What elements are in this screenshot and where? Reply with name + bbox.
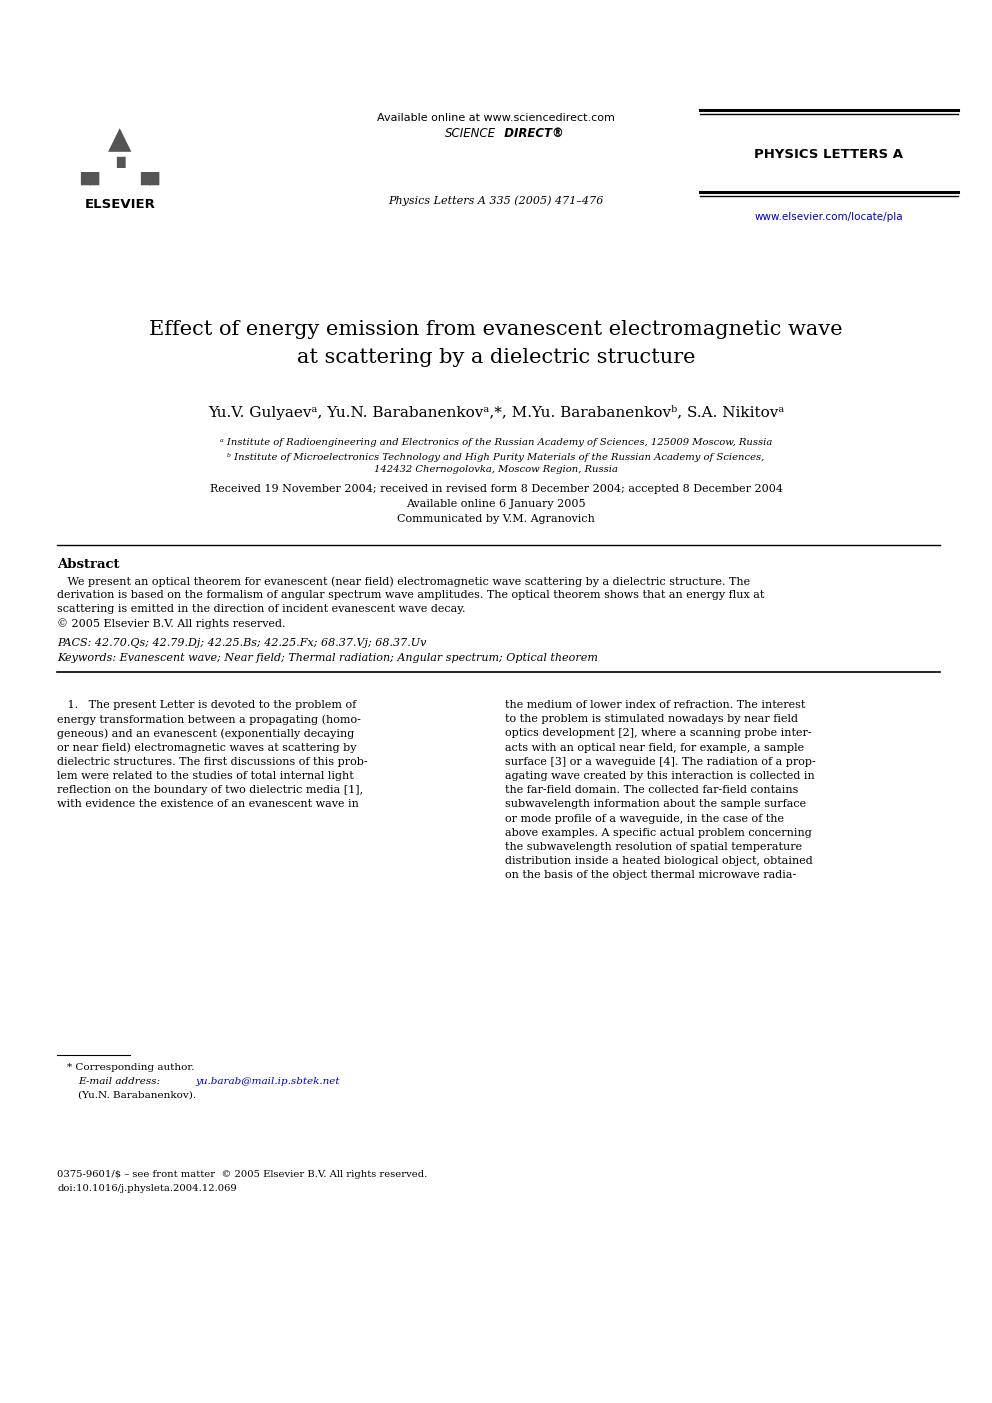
Text: ▲: ▲	[108, 125, 132, 154]
Text: on the basis of the object thermal microwave radia-: on the basis of the object thermal micro…	[505, 870, 797, 881]
Text: ██: ██	[141, 171, 160, 185]
Text: We present an optical theorem for evanescent (near field) electromagnetic wave s: We present an optical theorem for evanes…	[57, 577, 750, 586]
Text: subwavelength information about the sample surface: subwavelength information about the samp…	[505, 800, 806, 810]
Text: (Yu.N. Barabanenkov).: (Yu.N. Barabanenkov).	[78, 1092, 196, 1100]
Text: © 2005 Elsevier B.V. All rights reserved.: © 2005 Elsevier B.V. All rights reserved…	[57, 617, 286, 629]
Text: Physics Letters A 335 (2005) 471–476: Physics Letters A 335 (2005) 471–476	[388, 195, 604, 206]
Text: Received 19 November 2004; received in revised form 8 December 2004; accepted 8 : Received 19 November 2004; received in r…	[209, 484, 783, 494]
Text: Effect of energy emission from evanescent electromagnetic wave: Effect of energy emission from evanescen…	[149, 320, 843, 340]
Text: Abstract: Abstract	[57, 558, 119, 571]
Text: █: █	[116, 156, 124, 167]
Text: * Corresponding author.: * Corresponding author.	[67, 1063, 194, 1072]
Text: www.elsevier.com/locate/pla: www.elsevier.com/locate/pla	[755, 212, 904, 222]
Text: DIRECT®: DIRECT®	[496, 128, 563, 140]
Text: scattering is emitted in the direction of incident evanescent wave decay.: scattering is emitted in the direction o…	[57, 605, 465, 615]
Text: ᵇ Institute of Microelectronics Technology and High Purity Materials of the Russ: ᵇ Institute of Microelectronics Technolo…	[227, 453, 765, 462]
Text: the medium of lower index of refraction. The interest: the medium of lower index of refraction.…	[505, 700, 806, 710]
Text: 142432 Chernogolovka, Moscow Region, Russia: 142432 Chernogolovka, Moscow Region, Rus…	[374, 464, 618, 474]
Text: Available online 6 January 2005: Available online 6 January 2005	[406, 499, 586, 509]
Text: SCIENCE: SCIENCE	[445, 128, 496, 140]
Text: yu.barab@mail.ip.sbtek.net: yu.barab@mail.ip.sbtek.net	[195, 1078, 339, 1086]
Text: to the problem is stimulated nowadays by near field: to the problem is stimulated nowadays by…	[505, 714, 798, 724]
Text: ELSEVIER: ELSEVIER	[84, 198, 156, 210]
Text: acts with an optical near field, for example, a sample: acts with an optical near field, for exa…	[505, 742, 805, 752]
Text: ██: ██	[80, 171, 99, 185]
Text: lem were related to the studies of total internal light: lem were related to the studies of total…	[57, 772, 354, 781]
Text: with evidence the existence of an evanescent wave in: with evidence the existence of an evanes…	[57, 800, 359, 810]
Text: Keywords: Evanescent wave; Near field; Thermal radiation; Angular spectrum; Opti: Keywords: Evanescent wave; Near field; T…	[57, 652, 598, 664]
Text: 0375-9601/$ – see front matter  © 2005 Elsevier B.V. All rights reserved.: 0375-9601/$ – see front matter © 2005 El…	[57, 1170, 428, 1179]
Text: surface [3] or a waveguide [4]. The radiation of a prop-: surface [3] or a waveguide [4]. The radi…	[505, 756, 815, 767]
Text: doi:10.1016/j.physleta.2004.12.069: doi:10.1016/j.physleta.2004.12.069	[57, 1184, 237, 1193]
Text: PACS: 42.70.Qs; 42.79.Dj; 42.25.Bs; 42.25.Fx; 68.37.Vj; 68.37.Uv: PACS: 42.70.Qs; 42.79.Dj; 42.25.Bs; 42.2…	[57, 638, 427, 648]
Bar	[57, 108, 183, 194]
Text: distribution inside a heated biological object, obtained: distribution inside a heated biological …	[505, 856, 812, 866]
Text: 1.   The present Letter is devoted to the problem of: 1. The present Letter is devoted to the …	[57, 700, 356, 710]
Text: Communicated by V.M. Agranovich: Communicated by V.M. Agranovich	[397, 513, 595, 523]
Text: the far-field domain. The collected far-field contains: the far-field domain. The collected far-…	[505, 786, 799, 796]
Text: energy transformation between a propagating (homo-: energy transformation between a propagat…	[57, 714, 361, 725]
Text: reflection on the boundary of two dielectric media [1],: reflection on the boundary of two dielec…	[57, 786, 363, 796]
Text: PHYSICS LETTERS A: PHYSICS LETTERS A	[755, 147, 904, 161]
Text: dielectric structures. The first discussions of this prob-: dielectric structures. The first discuss…	[57, 756, 368, 767]
Text: above examples. A specific actual problem concerning: above examples. A specific actual proble…	[505, 828, 811, 838]
Text: ᵃ Institute of Radioengineering and Electronics of the Russian Academy of Scienc: ᵃ Institute of Radioengineering and Elec…	[220, 438, 772, 448]
Text: or near field) electromagnetic waves at scattering by: or near field) electromagnetic waves at …	[57, 742, 356, 753]
Text: at scattering by a dielectric structure: at scattering by a dielectric structure	[297, 348, 695, 368]
Text: agating wave created by this interaction is collected in: agating wave created by this interaction…	[505, 772, 814, 781]
Text: Available online at www.sciencedirect.com: Available online at www.sciencedirect.co…	[377, 114, 615, 123]
Text: the subwavelength resolution of spatial temperature: the subwavelength resolution of spatial …	[505, 842, 803, 852]
Text: Yu.V. Gulyaevᵃ, Yu.N. Barabanenkovᵃ,*, M.Yu. Barabanenkovᵇ, S.A. Nikitovᵃ: Yu.V. Gulyaevᵃ, Yu.N. Barabanenkovᵃ,*, M…	[207, 405, 785, 419]
Text: E-mail address:: E-mail address:	[78, 1078, 160, 1086]
Text: optics development [2], where a scanning probe inter-: optics development [2], where a scanning…	[505, 728, 811, 738]
Text: geneous) and an evanescent (exponentially decaying: geneous) and an evanescent (exponentiall…	[57, 728, 354, 739]
Text: derivation is based on the formalism of angular spectrum wave amplitudes. The op: derivation is based on the formalism of …	[57, 591, 765, 600]
Text: or mode profile of a waveguide, in the case of the: or mode profile of a waveguide, in the c…	[505, 814, 784, 824]
